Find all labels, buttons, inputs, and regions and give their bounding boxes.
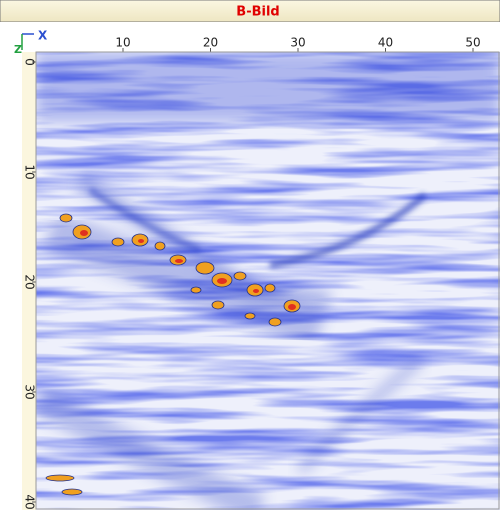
page: B-Bild 10 20 30 40 50 0 10 20 30 40 X Z <box>0 0 500 510</box>
left-tick-label: 30 <box>23 384 37 399</box>
top-tick-label: 30 <box>290 36 305 50</box>
top-tick-label: 40 <box>378 36 393 50</box>
corner-z-label: Z <box>14 43 22 56</box>
title: B-Bild <box>236 5 279 20</box>
b-scan-view: B-Bild 10 20 30 40 50 0 10 20 30 40 X Z <box>0 0 500 510</box>
left-tick-label: 10 <box>23 164 37 179</box>
top-tick-label: 20 <box>203 36 218 50</box>
b-scan-image <box>36 52 500 510</box>
top-ruler <box>0 22 500 52</box>
corner-x-label: X <box>38 29 48 43</box>
left-tick-label: 0 <box>23 58 37 66</box>
left-tick-label: 20 <box>23 274 37 289</box>
top-tick-label: 50 <box>465 36 480 50</box>
top-tick-label: 10 <box>115 36 130 50</box>
left-tick-label: 40 <box>23 494 37 509</box>
